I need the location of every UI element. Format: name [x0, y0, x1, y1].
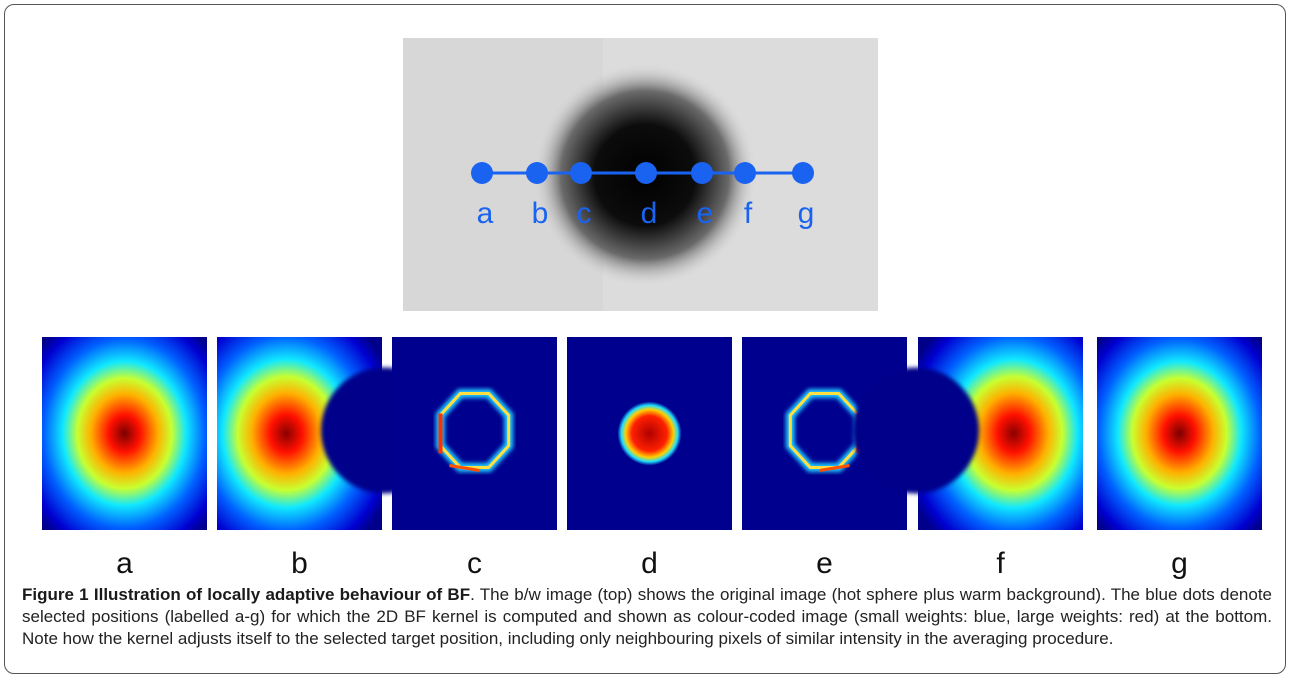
page: abcdefg abcdefg Figure 1 Illustration of…: [0, 0, 1293, 679]
position-dot: [635, 162, 657, 184]
kernel-image: [42, 337, 207, 530]
kernel-core: [618, 402, 682, 466]
kernel-panel: a: [42, 337, 207, 580]
panel-label: c: [467, 547, 482, 580]
position-dot: [471, 162, 493, 184]
position-label: f: [744, 197, 753, 230]
position-label: c: [577, 197, 592, 230]
position-label: d: [641, 197, 658, 230]
position-dot: [526, 162, 548, 184]
kernel-panel: g: [1097, 337, 1262, 580]
kernel-panel: d: [567, 337, 732, 580]
position-label: a: [477, 197, 494, 230]
caption: Figure 1 Illustration of locally adaptiv…: [22, 584, 1272, 650]
panel-label: b: [291, 547, 308, 580]
kernel-image: [392, 337, 557, 530]
excluded-region: [853, 368, 979, 494]
panel-label: a: [116, 547, 133, 580]
position-dot: [570, 162, 592, 184]
position-label: g: [798, 197, 815, 230]
kernel-image: [1097, 337, 1262, 530]
position-dot: [691, 162, 713, 184]
caption-title: Figure 1 Illustration of locally adaptiv…: [22, 585, 470, 604]
panel-label: d: [641, 547, 658, 580]
panel-label: f: [996, 547, 1005, 580]
kernel-panel: c: [392, 337, 557, 580]
position-label: b: [532, 197, 549, 230]
panel-label: g: [1171, 547, 1188, 580]
panel-label: e: [816, 547, 833, 580]
position-dot: [792, 162, 814, 184]
position-dot: [734, 162, 756, 184]
position-label: e: [697, 197, 714, 230]
